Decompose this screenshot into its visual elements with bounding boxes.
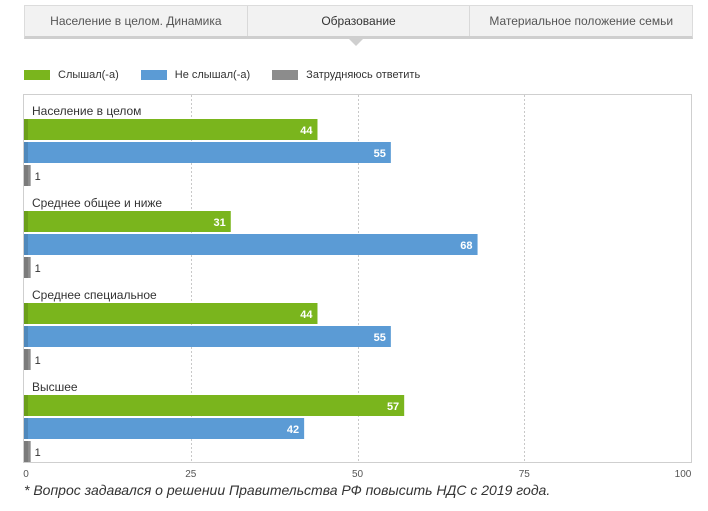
bar-edge [24, 418, 28, 439]
bar [24, 234, 478, 255]
data-label: 1 [35, 263, 41, 275]
legend-item-not-heard[interactable]: Не слышал(-а) [140, 69, 251, 81]
legend-swatch-not-heard [140, 70, 167, 80]
active-tab-indicator [349, 39, 363, 46]
data-label: 55 [374, 332, 386, 344]
x-tick-label: 50 [352, 469, 364, 480]
data-label: 1 [35, 355, 41, 367]
bar-edge [24, 211, 28, 232]
bar-edge [24, 234, 28, 255]
x-tick-label: 25 [185, 469, 197, 480]
category-label: Среднее общее и ниже [32, 196, 162, 210]
bar [24, 441, 31, 462]
tab-family-income[interactable]: Материальное положение семьи [489, 14, 674, 28]
bar-edge [24, 142, 28, 163]
chart-legend: Слышал(-а) Не слышал(-а) Затрудняюсь отв… [24, 69, 442, 81]
bar [24, 142, 391, 163]
data-label: 44 [300, 125, 313, 137]
data-label: 57 [387, 401, 399, 413]
x-tick-label: 75 [519, 469, 531, 480]
bar [24, 211, 231, 232]
bar-edge [24, 395, 28, 416]
x-tick-label: 0 [23, 469, 29, 480]
bar [24, 395, 405, 416]
data-label: 1 [35, 447, 41, 459]
legend-swatch-heard [24, 70, 50, 80]
data-label: 31 [214, 217, 226, 229]
tab-bar: Население в целом. Динамика Образование … [24, 5, 693, 39]
category-label: Среднее специальное [32, 288, 157, 302]
legend-item-hard-to-say[interactable]: Затрудняюсь ответить [272, 69, 420, 81]
chart-plot-area [23, 94, 692, 463]
x-tick-label: 100 [675, 469, 692, 480]
legend-item-heard[interactable]: Слышал(-а) [24, 69, 119, 81]
bar-edge [24, 326, 28, 347]
data-label: 68 [460, 240, 472, 252]
data-label: 55 [374, 148, 386, 160]
legend-label-hard-to-say: Затрудняюсь ответить [306, 69, 421, 81]
bar [24, 257, 31, 278]
bar [24, 326, 391, 347]
bar [24, 165, 31, 186]
tab-population-dynamics[interactable]: Население в целом. Динамика [25, 6, 248, 36]
tab-education[interactable]: Образование [248, 6, 471, 36]
data-label: 44 [300, 309, 313, 321]
bar-edge [24, 441, 28, 462]
bar [24, 349, 31, 370]
bar-edge [24, 165, 28, 186]
bar-edge [24, 303, 28, 324]
legend-label-not-heard: Не слышал(-а) [174, 69, 251, 81]
bar-edge [24, 257, 28, 278]
bar-edge [24, 119, 28, 140]
bar [24, 303, 318, 324]
bar [24, 418, 305, 439]
category-label: Высшее [32, 380, 78, 394]
chart-footnote: * Вопрос задавался о решении Правительст… [24, 482, 551, 498]
bar-chart: 0 25 50 75 100 Население в целом 44 55 1 Среднее … [23, 95, 692, 480]
bar-edge [24, 349, 28, 370]
bar [24, 119, 318, 140]
category-label: Население в целом [32, 104, 141, 118]
legend-swatch-hard-to-say [272, 70, 299, 80]
data-label: 42 [287, 424, 299, 436]
data-label: 1 [35, 171, 41, 183]
legend-label-heard: Слышал(-а) [58, 69, 119, 81]
